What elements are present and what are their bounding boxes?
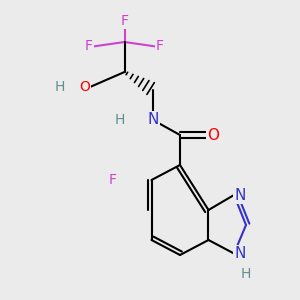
Text: H: H (241, 268, 251, 281)
Text: F: F (109, 173, 117, 187)
Text: N: N (234, 188, 245, 202)
Text: N: N (234, 246, 245, 261)
Text: H: H (114, 113, 124, 127)
Text: F: F (85, 40, 93, 53)
Text: O: O (207, 128, 219, 142)
Text: H: H (54, 80, 64, 94)
Text: F: F (156, 40, 164, 53)
Text: N: N (147, 112, 159, 128)
Text: F: F (121, 14, 128, 28)
Text: O: O (79, 80, 90, 94)
